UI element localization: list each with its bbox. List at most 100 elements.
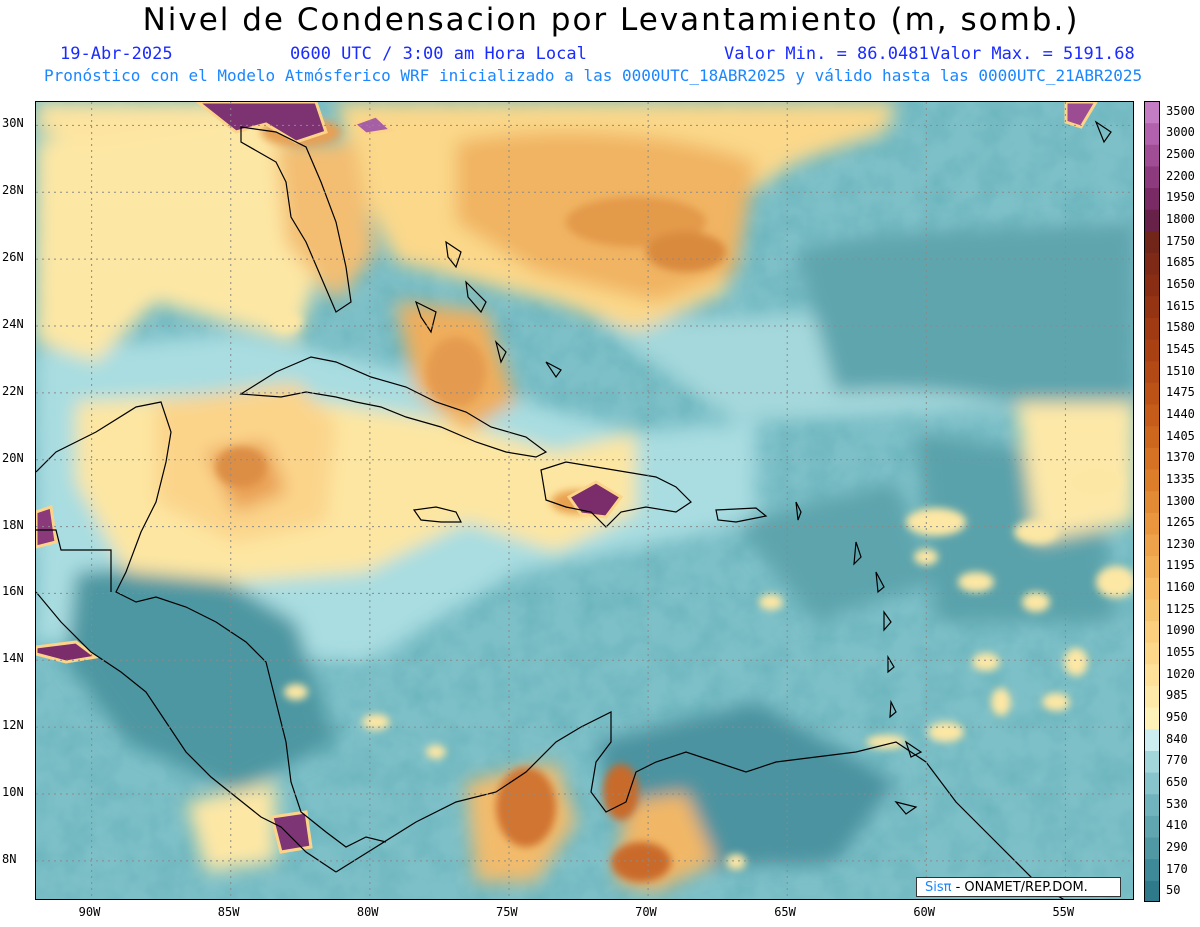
forecast-time: 0600 UTC / 3:00 am Hora Local [290, 44, 587, 64]
colorbar-swatch [1144, 447, 1160, 470]
colorbar-swatch [1144, 425, 1160, 448]
lon-tick-label: 80W [356, 905, 379, 919]
colorbar-swatch [1144, 404, 1160, 427]
colorbar-label: 1335 [1166, 471, 1195, 486]
lat-tick-label: 28N [2, 183, 24, 198]
credit-text: - ONAMET/REP.DOM. [951, 880, 1088, 895]
forecast-note: Pronóstico con el Modelo Atmósferico WRF… [44, 66, 1143, 85]
colorbar-swatch [1144, 512, 1160, 535]
lon-tick-label: 60W [913, 905, 936, 919]
colorbar-swatch [1144, 815, 1160, 838]
colorbar-label: 1020 [1166, 666, 1195, 681]
lat-tick-label: 12N [2, 718, 24, 733]
lon-tick-label: 65W [774, 905, 796, 919]
colorbar-border [1144, 101, 1160, 902]
colorbar-label: 650 [1166, 774, 1188, 789]
colorbar-label: 1950 [1166, 190, 1195, 205]
lat-tick-label: 22N [2, 383, 24, 398]
maxima [36, 102, 1098, 854]
colorbar-swatch [1144, 837, 1160, 860]
colorbar-swatch [1144, 360, 1160, 383]
lcl-map [35, 101, 1134, 900]
lat-tick-label: 20N [2, 450, 24, 465]
credit-brand: Sisπ [925, 880, 952, 895]
colorbar-swatch [1144, 339, 1160, 362]
lon-tick-label: 55W [1052, 905, 1075, 919]
colorbar-swatch [1144, 165, 1160, 189]
colorbar-label: 1405 [1166, 428, 1195, 443]
colorbar-label: 1265 [1166, 515, 1195, 530]
forecast-date: 19-Abr-2025 [60, 44, 173, 64]
colorbar-swatch [1144, 187, 1160, 210]
colorbar-swatch [1144, 469, 1160, 492]
colorbar-swatch [1144, 382, 1160, 405]
colorbar-label: 1750 [1166, 233, 1195, 248]
lat-tick-label: 14N [2, 651, 24, 666]
colorbar-swatch [1144, 772, 1160, 795]
colorbar-label: 1685 [1166, 255, 1195, 270]
colorbar-label: 290 [1166, 839, 1188, 854]
colorbar-label: 1545 [1166, 341, 1195, 356]
colorbar-label: 1160 [1166, 580, 1195, 595]
lat-tick-label: 8N [2, 851, 17, 866]
colorbar-label: 1195 [1166, 558, 1195, 573]
colorbar-label: 50 [1166, 883, 1181, 898]
colorbar-swatch [1144, 750, 1160, 773]
colorbar-swatch [1144, 555, 1160, 578]
min-value: Valor Min. = 86.0481 [724, 44, 929, 64]
colorbar-label: 530 [1166, 796, 1188, 811]
colorbar-swatch [1144, 663, 1160, 687]
colorbar-label: 1055 [1166, 645, 1195, 660]
colorbar-swatch [1144, 144, 1160, 167]
speckles [216, 268, 1133, 870]
lat-tick-label: 18N [2, 517, 24, 532]
colorbar-swatch [1144, 880, 1160, 902]
colorbar-swatch [1144, 230, 1160, 254]
colorbar-swatch [1144, 317, 1160, 340]
colorbar-label: 950 [1166, 709, 1188, 724]
colorbar-label: 985 [1166, 688, 1188, 703]
colorbar-label: 1300 [1166, 493, 1195, 508]
colorbar-label: 2200 [1166, 168, 1195, 183]
lat-tick-label: 24N [2, 316, 24, 331]
colorbar-label: 1230 [1166, 536, 1195, 551]
colorbar-label: 1580 [1166, 320, 1195, 335]
max-value: Valor Max. = 5191.68 [930, 44, 1135, 64]
colorbar-swatch [1144, 533, 1160, 557]
map-canvas [36, 102, 1133, 899]
colorbar-swatch [1144, 122, 1160, 145]
colorbar-swatch [1144, 274, 1160, 297]
colorbar-swatch [1144, 728, 1160, 751]
map-title: Nivel de Condensacion por Levantamiento … [142, 2, 1080, 38]
colorbar-label: 770 [1166, 753, 1188, 768]
colorbar-label: 3000 [1166, 125, 1195, 140]
lon-tick-label: 85W [217, 905, 240, 919]
colorbar-label: 1440 [1166, 406, 1195, 421]
colorbar-label: 3500 [1166, 103, 1195, 118]
colorbar-swatch [1144, 598, 1160, 622]
colorbar [1144, 101, 1160, 902]
lat-tick-label: 10N [2, 785, 24, 800]
colorbar-label: 1125 [1166, 601, 1195, 616]
colorbar-label: 1800 [1166, 212, 1195, 227]
graticule [36, 102, 1133, 899]
lon-tick-label: 90W [78, 905, 101, 919]
colorbar-swatch [1144, 490, 1160, 513]
lon-tick-label: 70W [635, 905, 657, 919]
colorbar-swatch [1144, 685, 1160, 708]
colorbar-label: 1510 [1166, 363, 1195, 378]
colorbar-label: 2500 [1166, 147, 1195, 162]
colorbar-label: 1615 [1166, 298, 1195, 313]
colorbar-swatch [1144, 707, 1160, 730]
colorbar-label: 840 [1166, 731, 1188, 746]
colorbar-swatch [1144, 577, 1160, 600]
credit-box: Sisπ - ONAMET/REP.DOM. [916, 877, 1121, 897]
colorbar-swatch [1144, 209, 1160, 232]
colorbar-swatch [1144, 642, 1160, 665]
lat-tick-label: 16N [2, 584, 24, 599]
colorbar-swatch [1144, 101, 1160, 124]
colorbar-swatch [1144, 858, 1160, 881]
colorbar-label: 1090 [1166, 623, 1195, 638]
colorbar-label: 1370 [1166, 450, 1195, 465]
colorbar-swatch [1144, 252, 1160, 275]
